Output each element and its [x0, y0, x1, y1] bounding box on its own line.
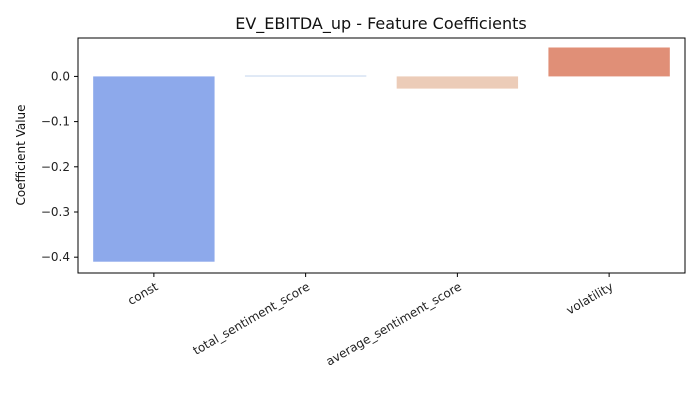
y-tick-label: −0.3 — [41, 205, 70, 219]
bars-layer — [93, 47, 670, 262]
x-tick-label-total-sentiment-score: total_sentiment_score — [190, 279, 312, 357]
y-tick-label: −0.4 — [41, 250, 70, 264]
x-axis: const total_sentiment_score average_sentim… — [125, 273, 616, 369]
chart-title: EV_EBITDA_up - Feature Coefficients — [235, 14, 527, 34]
x-tick-label-volatility: volatility — [564, 279, 616, 317]
x-tick-label-const: const — [125, 279, 160, 308]
plot-frame — [77, 37, 686, 274]
y-tick-label: −0.2 — [41, 160, 70, 174]
x-tick-label-average-sentiment-score: average_sentiment_score — [323, 279, 463, 368]
bar-volatility — [548, 47, 670, 77]
bar-average-sentiment-score — [396, 76, 519, 89]
y-axis-label: Coefficient Value — [14, 104, 28, 205]
y-tick-label: 0.0 — [51, 69, 70, 83]
bar-total-sentiment-score — [244, 75, 367, 77]
bar-const — [93, 76, 215, 262]
y-axis: 0.0 −0.1 −0.2 −0.3 −0.4 — [41, 69, 78, 264]
y-tick-label: −0.1 — [41, 115, 70, 129]
